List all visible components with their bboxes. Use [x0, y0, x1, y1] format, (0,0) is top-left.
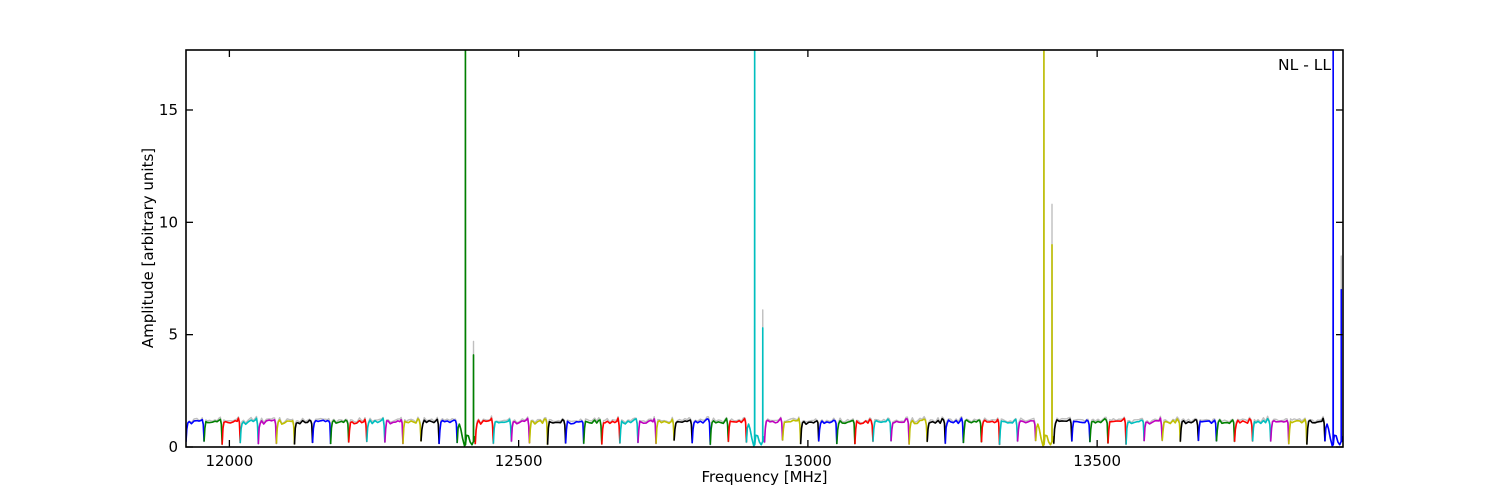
plot-area: [186, 50, 1343, 447]
subband-trace: [384, 418, 404, 444]
subband-trace: [546, 418, 567, 445]
subband-trace: [203, 418, 223, 445]
subband-trace: [1107, 417, 1127, 445]
subband-trace: [347, 418, 368, 443]
spike-subband-trace: [1324, 50, 1343, 447]
subband-trace: [186, 418, 205, 442]
subband-trace: [926, 417, 947, 444]
subband-trace: [1125, 419, 1145, 445]
spike-subband-trace: [745, 50, 766, 447]
subband-trace: [637, 418, 657, 444]
subband-trace: [1197, 419, 1218, 442]
subband-trace: [510, 417, 531, 444]
subband-trace: [1269, 419, 1290, 445]
y-tick-label: 10: [159, 213, 178, 231]
subband-trace: [1306, 417, 1326, 445]
subband-trace: [962, 419, 983, 443]
subband-trace: [474, 417, 495, 445]
y-tick-label: 0: [168, 438, 178, 456]
subband-trace: [221, 417, 242, 445]
x-tick-label: 12000: [206, 452, 254, 470]
subband-trace: [1071, 419, 1091, 443]
subband-trace: [329, 419, 350, 445]
subband-trace: [727, 417, 748, 443]
spike-subband-trace: [456, 50, 477, 447]
y-axis-label: Amplitude [arbitrary units]: [138, 147, 157, 349]
subband-trace: [365, 417, 386, 443]
subband-trace: [239, 417, 260, 445]
x-tick-label: 13500: [1073, 452, 1121, 470]
subband-trace: [311, 419, 332, 444]
subband-trace: [691, 418, 712, 445]
subband-trace: [1287, 418, 1308, 445]
subband-trace: [908, 418, 928, 445]
subband-trace: [890, 418, 910, 445]
subband-trace: [817, 419, 838, 445]
y-tick-label: 5: [168, 326, 178, 344]
subband-trace: [998, 418, 1019, 445]
subband-trace: [1143, 417, 1164, 442]
subband-trace: [1179, 418, 1200, 442]
subband-trace: [854, 418, 874, 445]
subband-trace: [402, 418, 422, 444]
subband-trace: [709, 417, 730, 445]
subband-trace: [293, 419, 314, 445]
x-tick-label: 12500: [495, 452, 543, 470]
subband-trace: [980, 418, 1001, 445]
x-tick-label: 13000: [784, 452, 832, 470]
subband-trace: [1016, 420, 1037, 442]
subband-trace: [1161, 418, 1182, 442]
subband-trace: [781, 417, 802, 445]
subband-trace: [944, 417, 965, 444]
subband-trace: [655, 418, 675, 444]
gray-reference-trace: [186, 50, 1343, 447]
axes-frame: [185, 49, 1344, 448]
subband-trace: [673, 419, 693, 444]
polarization-label: NL - LL: [1278, 56, 1331, 74]
subband-trace: [564, 420, 585, 444]
subband-trace: [1052, 418, 1073, 444]
subband-trace: [275, 419, 296, 445]
subband-trace: [799, 420, 820, 445]
subband-trace: [492, 418, 513, 444]
subband-trace: [601, 417, 621, 445]
spike-subband-trace: [1034, 50, 1055, 447]
subband-trace: [1215, 419, 1236, 442]
subband-trace: [1251, 417, 1272, 442]
y-tick-label: 15: [159, 101, 178, 119]
subband-trace: [438, 419, 458, 444]
subband-trace: [420, 418, 440, 444]
x-axis-label: Frequency [MHz]: [701, 468, 828, 486]
subband-trace: [763, 417, 784, 443]
subband-trace: [872, 418, 892, 442]
subband-trace: [528, 418, 549, 445]
subband-trace: [836, 419, 856, 445]
subband-trace: [582, 419, 603, 445]
subband-trace: [1233, 418, 1254, 442]
subband-trace: [1089, 417, 1109, 444]
subband-trace: [619, 418, 639, 444]
subband-trace: [257, 419, 278, 445]
